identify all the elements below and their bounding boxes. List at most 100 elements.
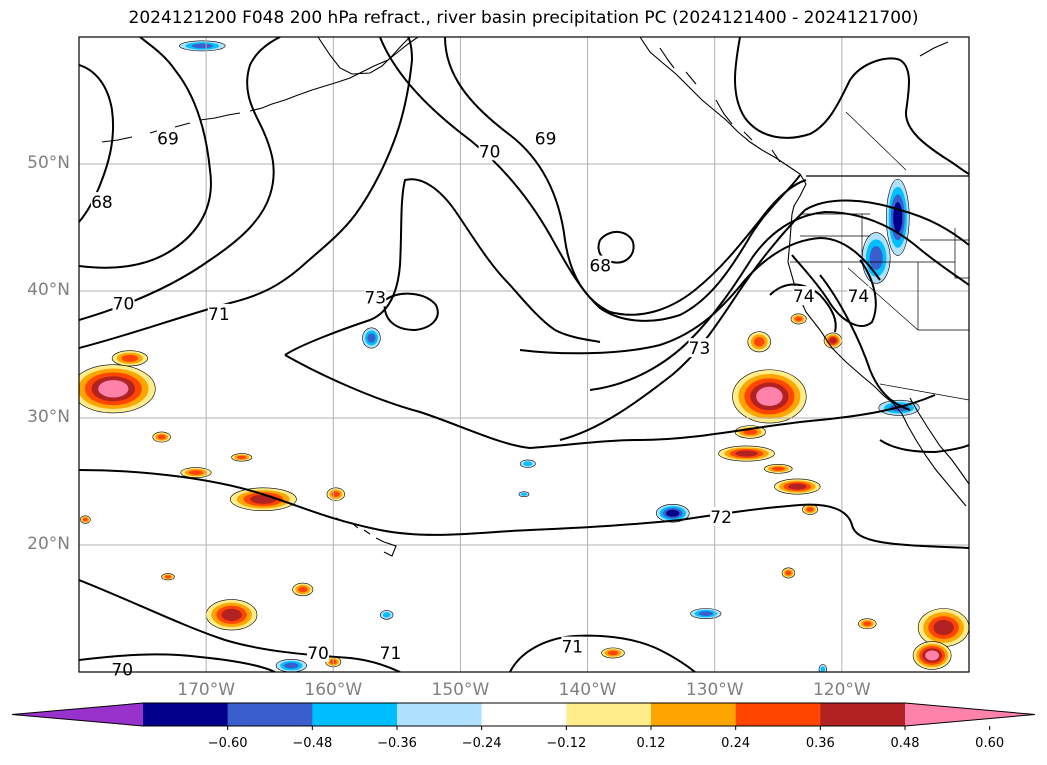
contour-label: 69 (157, 128, 179, 150)
precip-shading-blob (236, 455, 247, 460)
contour-label-text: 70 (113, 295, 135, 315)
baja-peninsula (909, 397, 969, 485)
longitude-label: 140°W (558, 680, 617, 700)
contour-label-text: 70 (479, 142, 501, 162)
longitude-label: 170°W (177, 680, 236, 700)
colorbar-tick-label: 0.36 (805, 736, 835, 751)
colorbar-extend-high (905, 703, 1035, 726)
colorbar-tick-label: −0.48 (292, 736, 333, 751)
contour-label: 70 (478, 141, 501, 162)
contour-label: 68 (90, 192, 113, 213)
colorbar-outline (11, 702, 1036, 727)
contour-72-southeast (879, 439, 969, 454)
colorbar-segment (312, 703, 398, 726)
precip-shading-blob (820, 666, 826, 672)
precip-shading-blob (165, 575, 171, 579)
contour-70-northwest (79, 37, 281, 321)
contour-label: 74 (847, 286, 870, 307)
contour-label-background (847, 286, 870, 306)
contour-68-west (79, 64, 115, 223)
contour-label-text: 73 (689, 339, 711, 359)
longitude-label: 120°W (812, 680, 871, 700)
precip-shading-blob (743, 429, 758, 435)
state-borders (790, 111, 969, 401)
precip-shading-blob (520, 492, 528, 496)
contour-label-background (112, 293, 135, 313)
contour-69-north-ridge (444, 37, 807, 316)
precip-shading-blob (250, 494, 277, 504)
precip-shading-blob (157, 434, 166, 440)
colorbar-segment (566, 703, 652, 726)
bc-coast (639, 37, 807, 215)
contour-label-background (364, 287, 387, 307)
contour-label: 71 (379, 642, 402, 664)
contour-74-mid (769, 283, 837, 333)
contour-label: 71 (561, 636, 584, 658)
contour-label-text: 70 (307, 644, 329, 664)
latitude-label: 50°N (27, 153, 70, 173)
coastlines (101, 37, 969, 557)
latitude-label: 30°N (27, 407, 70, 427)
precip-shading-blob (785, 570, 792, 576)
aleutian-coast (101, 37, 419, 143)
contour-label: 71 (207, 303, 230, 325)
precip-shading-blob (98, 380, 129, 398)
contour-68-low (597, 231, 635, 264)
map-title: 2024121200 F048 200 hPa refract., river … (128, 8, 919, 28)
precip-shading-blob (666, 509, 680, 517)
contour-label-background (90, 192, 113, 212)
contour-74-east (791, 254, 877, 328)
colorbar-tick-label: 0.12 (636, 736, 666, 751)
contour-label-background (379, 642, 402, 662)
colorbar-tick-label: −0.12 (546, 736, 587, 751)
precip-shading-blob (698, 611, 713, 616)
precip-shading-blob (788, 483, 807, 490)
colorbar-segment (227, 703, 313, 726)
precip-shading-blob (82, 517, 88, 522)
precip-shading-blob (121, 354, 139, 362)
contour-label-text: 72 (710, 508, 732, 528)
contour-label: 74 (792, 286, 815, 307)
contour-label-text: 71 (561, 638, 583, 658)
contour-73-tail (819, 274, 911, 411)
precip-shading-blob (925, 650, 939, 661)
map-background (79, 37, 969, 672)
contour-label: 73 (364, 287, 387, 308)
precip-shading-blob (933, 619, 954, 636)
weather-map: 69 68 70 69 68 70 71 73 73 74 74 72 71 70 71 70 (78, 36, 970, 680)
latitude-label: 40°N (27, 280, 70, 300)
contour-73-large (284, 178, 601, 356)
precip-shading-blob (893, 202, 903, 233)
colorbar-tick-label: −0.36 (377, 736, 417, 751)
contour-label-text: 74 (793, 287, 815, 307)
contour-72-east (589, 210, 969, 391)
precip-shading-blob (221, 608, 242, 621)
contour-73-east (519, 236, 881, 355)
contour-label-background (111, 659, 134, 679)
latitude-label: 20°N (27, 534, 70, 554)
precip-shading-blob (735, 450, 758, 457)
contour-labels: 69 68 70 69 68 70 71 73 73 74 74 72 71 70 71 70 (90, 128, 870, 680)
colorbar-segment (651, 703, 737, 726)
contour-label: 70 (112, 293, 135, 315)
contour-label: 70 (111, 659, 134, 680)
contour-label-text: 69 (157, 130, 179, 150)
longitude-label: 160°W (304, 680, 363, 700)
contour-label-text: 74 (848, 287, 870, 307)
colorbar-segment (481, 703, 567, 726)
precip-shading-blob (795, 316, 803, 322)
contour-label: 70 (307, 642, 330, 664)
contour-70-east-loop (734, 37, 969, 175)
colorbar-extend-low (12, 703, 143, 726)
colorbar-tick-label: −0.60 (207, 736, 248, 751)
contour-71-east (559, 199, 969, 441)
colorbar-segment (397, 703, 483, 726)
contour-label: 72 (710, 507, 733, 528)
contour-label-text: 68 (589, 257, 611, 277)
colorbar-tick-label: 0.60 (975, 736, 1005, 751)
contour-label: 73 (688, 338, 711, 359)
contour-label: 69 (534, 128, 557, 150)
longitude-label: 150°W (431, 680, 490, 700)
precip-shading-blob (753, 337, 765, 347)
contour-label-background (792, 286, 815, 306)
